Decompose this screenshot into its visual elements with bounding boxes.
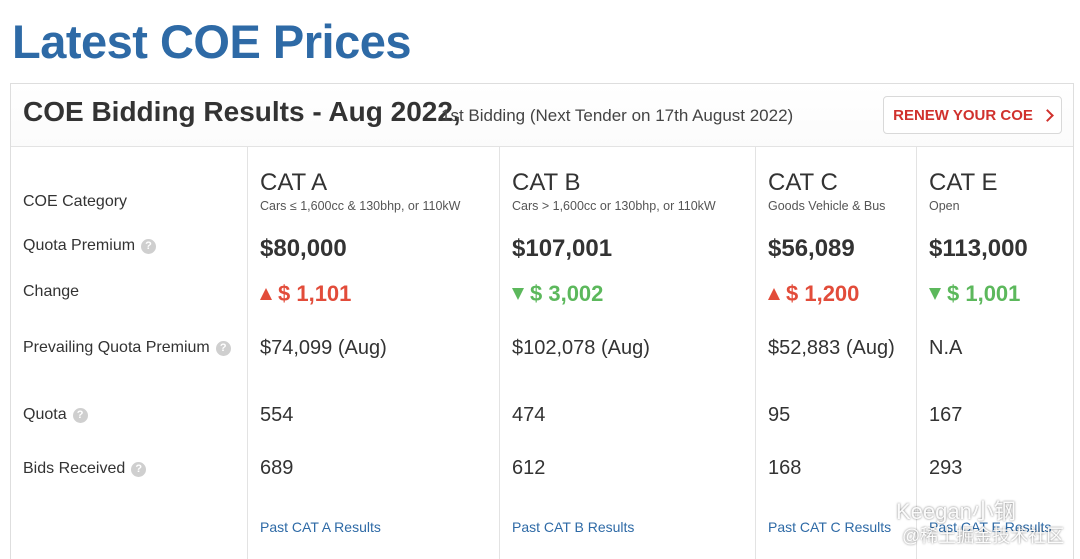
watermark-community: @稀土掘金技术社区 (902, 526, 1065, 546)
arrow-up-icon (260, 288, 272, 300)
quota-premium-value: $80,000 (260, 235, 347, 262)
row-label-quota: Quota ? (23, 406, 88, 424)
column-divider (916, 147, 917, 559)
renew-coe-button[interactable]: RENEW YOUR COE (883, 96, 1062, 134)
prevailing-premium-value: N.A (929, 337, 963, 359)
coe-results-card: COE Bidding Results - Aug 2022, 1st Bidd… (10, 83, 1074, 559)
change-amount: $ 3,002 (530, 281, 604, 306)
change-value: $ 1,200 (768, 281, 859, 307)
column-divider (247, 147, 248, 559)
change-amount: $ 1,101 (278, 281, 352, 306)
arrow-down-icon (929, 288, 941, 300)
category-name: CAT B (512, 169, 581, 196)
category-name: CAT E (929, 169, 998, 196)
help-icon[interactable]: ? (72, 407, 88, 423)
bids-received-value: 293 (929, 457, 963, 479)
help-icon[interactable]: ? (215, 340, 231, 356)
quota-value: 95 (768, 404, 791, 426)
bidding-title: COE Bidding Results - Aug 2022, (23, 96, 461, 127)
prevailing-premium-value: $74,099 (Aug) (260, 337, 387, 359)
row-label-prevailing: Prevailing Quota Premium ? (23, 339, 231, 357)
change-value: $ 1,001 (929, 281, 1020, 307)
arrow-up-icon (768, 288, 780, 300)
row-label-category: COE Category (23, 193, 127, 211)
watermark: Keegan小钢 @稀土掘金技术社区 (838, 492, 1073, 554)
bids-received-value: 612 (512, 457, 546, 479)
column-divider (499, 147, 500, 559)
bids-received-value: 689 (260, 457, 294, 479)
past-cat-b-results-link[interactable]: Past CAT B Results (512, 519, 635, 535)
category-description: Cars > 1,600cc or 130bhp, or 110kW (512, 199, 716, 213)
row-label-text: Bids Received (23, 460, 126, 477)
row-label-text: Prevailing Quota Premium (23, 339, 210, 356)
category-column-cat-c: CAT C Goods Vehicle & Bus $56,089 $ 1,20… (756, 147, 916, 559)
row-label-quota-premium: Quota Premium ? (23, 237, 157, 255)
change-value: $ 1,101 (260, 281, 351, 307)
change-amount: $ 1,001 (947, 281, 1021, 306)
help-icon[interactable]: ? (131, 461, 147, 477)
prevailing-premium-value: $52,883 (Aug) (768, 337, 895, 359)
quota-value: 474 (512, 404, 546, 426)
wechat-icon (839, 497, 877, 523)
past-cat-a-results-link[interactable]: Past CAT A Results (260, 519, 381, 535)
category-column-cat-b: CAT B Cars > 1,600cc or 130bhp, or 110kW… (500, 147, 755, 559)
category-name: CAT C (768, 169, 838, 196)
row-label-change: Change (23, 283, 79, 301)
bidding-subtitle: 1st Bidding (Next Tender on 17th August … (441, 106, 794, 125)
column-divider (755, 147, 756, 559)
quota-value: 167 (929, 404, 963, 426)
bids-received-value: 168 (768, 457, 802, 479)
row-label-text: Quota (23, 406, 67, 423)
quota-premium-value: $56,089 (768, 235, 855, 262)
past-cat-e-results-link[interactable]: Past CAT E Results (929, 519, 1052, 535)
category-column-cat-e: CAT E Open $113,000 $ 1,001 N.A 167 293 … (917, 147, 1074, 559)
row-label-text: COE Category (23, 193, 128, 210)
row-label-text: Quota Premium (23, 237, 136, 254)
past-cat-c-results-link[interactable]: Past CAT C Results (768, 519, 892, 535)
category-description: Open (929, 199, 960, 213)
category-column-cat-a: CAT A Cars ≤ 1,600cc & 130bhp, or 110kW … (248, 147, 499, 559)
chevron-right-icon (1041, 108, 1054, 122)
category-name: CAT A (260, 169, 328, 196)
category-description: Cars ≤ 1,600cc & 130bhp, or 110kW (260, 199, 461, 213)
row-label-text: Change (23, 283, 80, 300)
row-label-bids: Bids Received ? (23, 460, 147, 478)
arrow-down-icon (512, 288, 524, 300)
renew-coe-label: RENEW YOUR COE (893, 106, 1033, 124)
prevailing-premium-value: $102,078 (Aug) (512, 337, 650, 359)
change-amount: $ 1,200 (786, 281, 860, 306)
quota-value: 554 (260, 404, 294, 426)
watermark-author: Keegan小钢 (896, 499, 1016, 524)
quota-premium-value: $107,001 (512, 235, 613, 262)
change-value: $ 3,002 (512, 281, 603, 307)
page-title: Latest COE Prices (12, 15, 412, 68)
card-header: COE Bidding Results - Aug 2022, 1st Bidd… (11, 84, 1073, 147)
quota-premium-value: $113,000 (929, 235, 1028, 262)
category-description: Goods Vehicle & Bus (768, 199, 886, 213)
help-icon[interactable]: ? (141, 238, 157, 254)
